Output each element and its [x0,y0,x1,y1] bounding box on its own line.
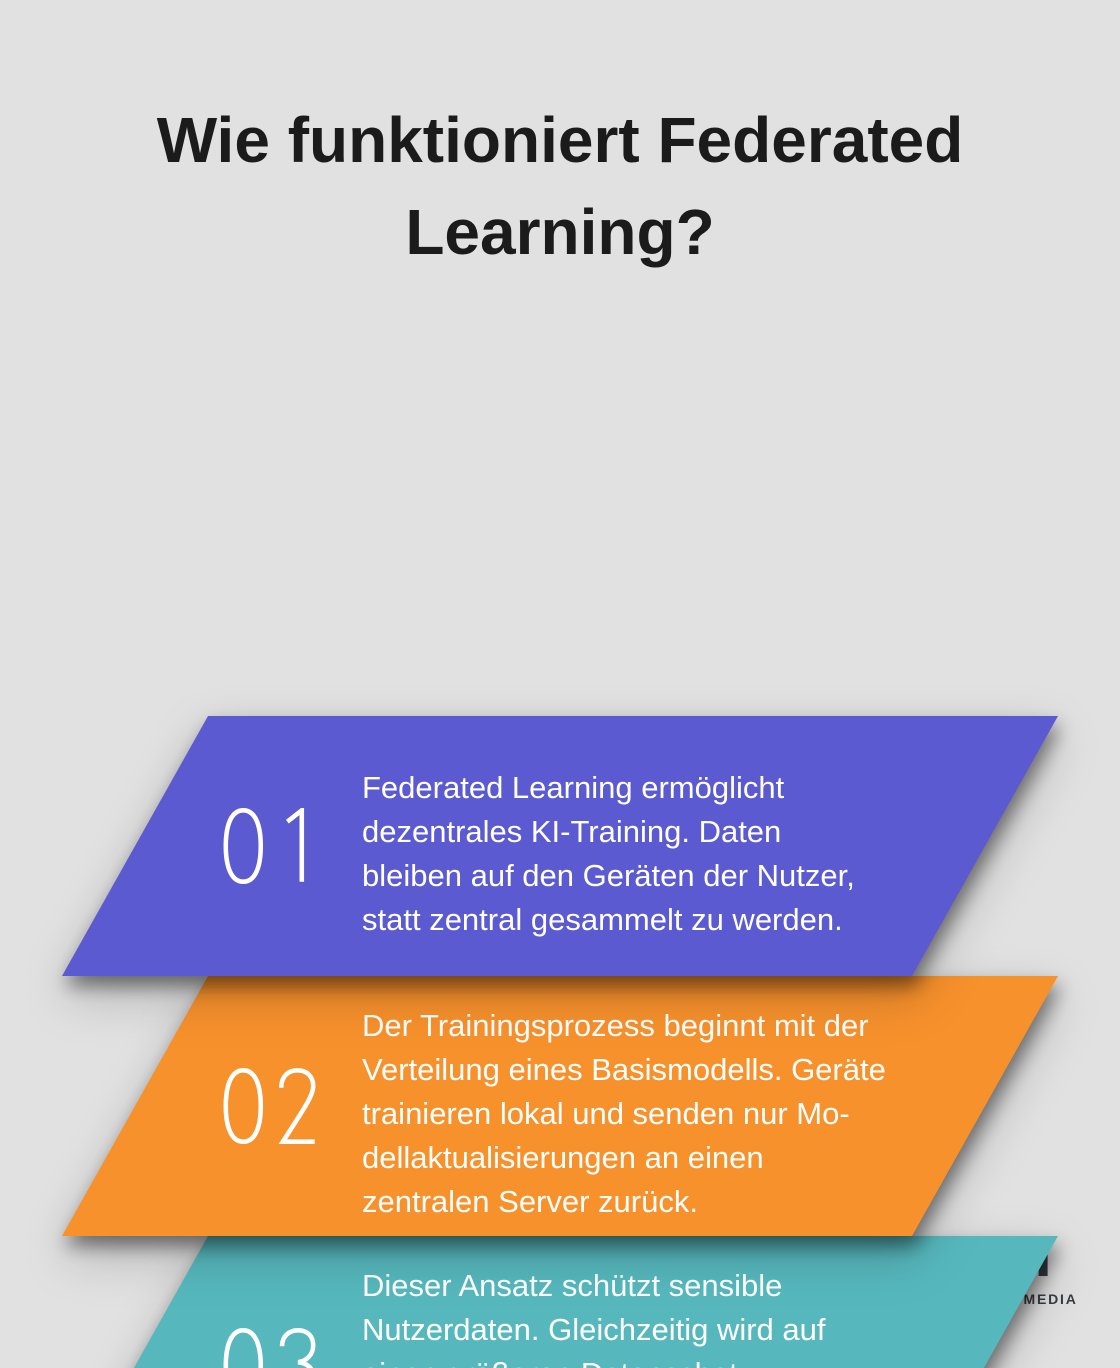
step-panel-2: Der Trainingsprozess beginnt mit der Ver… [62,618,1058,1236]
step-panel-1-shape: Federated Learning ermöglicht dezentrale… [62,716,1058,976]
step-panel-2-shape: Der Trainingsprozess beginnt mit der Ver… [62,976,1058,1236]
step-panel-3-shape: Dieser Ansatz schützt sensible Nutzerdat… [62,1236,1058,1368]
step-panel-1: Federated Learning ermöglicht dezentrale… [62,358,1058,976]
step-description-3: Dieser Ansatz schützt sensible Nutzerdat… [362,1268,826,1368]
infographic-title: Wie funktioniert Federated Learning? [0,94,1120,278]
step-number-3 [222,1328,319,1368]
step-panel-3: Dieser Ansatz schützt sensible Nutzerdat… [62,878,1058,1368]
title-line-1: Wie funktioniert Federated [156,104,964,176]
step-description-2: Der Trainingsprozess beginnt mit der Ver… [362,1008,886,1219]
step-number-1 [222,808,319,884]
title-line-2: Learning? [405,196,715,268]
step-description-1: Federated Learning ermöglicht dezentrale… [362,770,855,937]
step-number-2 [222,1068,319,1144]
